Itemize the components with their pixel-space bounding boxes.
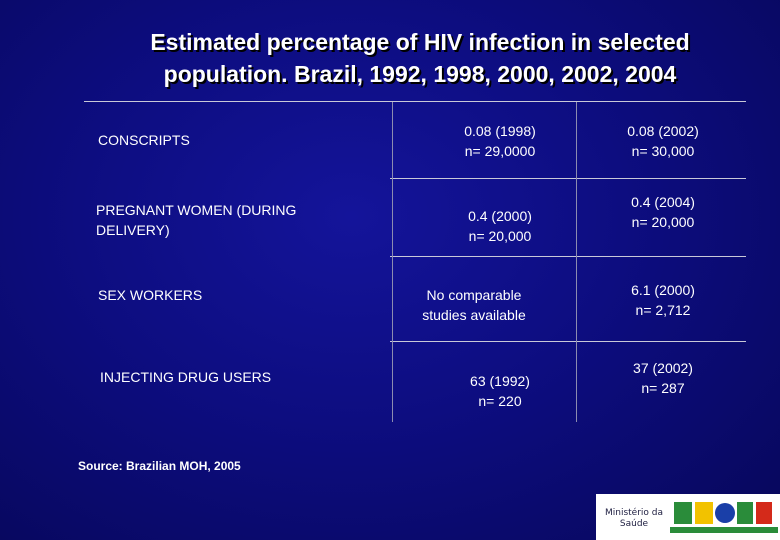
column-divider	[392, 102, 393, 422]
cell-idu-1: 63 (1992) n= 220	[430, 371, 570, 411]
cell-idu-2: 37 (2002) n= 287	[593, 358, 733, 398]
ministry-name-line: Saúde	[619, 519, 649, 529]
logo-tagline-bar	[670, 527, 778, 533]
row-divider	[390, 341, 746, 342]
row-label-line: DELIVERY)	[96, 222, 170, 238]
logo-letter-r	[695, 502, 713, 524]
cell-value: 0.08 (1998)	[464, 123, 536, 139]
cell-note: studies available	[422, 307, 526, 323]
cell-value: 63 (1992)	[470, 373, 530, 389]
ministry-name-line: Ministério da	[604, 508, 664, 518]
brasil-logo-icon	[674, 502, 772, 524]
cell-value: 0.4 (2000)	[468, 208, 532, 224]
title-line-2: population. Brazil, 1992, 1998, 2000, 20…	[163, 61, 677, 87]
cell-conscripts-2: 0.08 (2002) n= 30,000	[593, 121, 733, 161]
cell-n: n= 2,712	[635, 302, 691, 318]
row-label-injecting-drug-users: INJECTING DRUG USERS	[100, 369, 272, 385]
cell-conscripts-1: 0.08 (1998) n= 29,0000	[430, 121, 570, 161]
cell-value: No comparable	[426, 287, 522, 303]
cell-sex-workers-1: No comparable studies available	[404, 285, 544, 325]
row-divider	[390, 178, 746, 179]
logo-letter-s	[737, 502, 753, 524]
cell-n: n= 220	[478, 393, 522, 409]
row-label-sex-workers: SEX WORKERS	[98, 287, 203, 303]
cell-value: 37 (2002)	[633, 360, 693, 376]
cell-value: 6.1 (2000)	[631, 282, 695, 298]
cell-n: n= 20,000	[468, 228, 532, 244]
row-divider	[390, 256, 746, 257]
cell-sex-workers-2: 6.1 (2000) n= 2,712	[593, 280, 733, 320]
row-label-conscripts: CONSCRIPTS	[98, 132, 190, 148]
row-label-line: PREGNANT WOMEN (DURING	[96, 202, 297, 218]
cell-pregnant-2: 0.4 (2004) n= 20,000	[593, 192, 733, 232]
logo-letter-l	[756, 502, 772, 524]
cell-n: n= 29,0000	[464, 143, 536, 159]
cell-pregnant-1: 0.4 (2000) n= 20,000	[430, 206, 570, 246]
cell-value: 0.4 (2004)	[631, 194, 695, 210]
cell-value: 0.08 (2002)	[627, 123, 699, 139]
logo-letter-a	[715, 503, 735, 523]
ministry-name: Ministério da Saúde	[602, 508, 666, 530]
column-divider	[576, 102, 577, 422]
logo-letter-b	[674, 502, 692, 524]
cell-n: n= 20,000	[631, 214, 695, 230]
title-line-1: Estimated percentage of HIV infection in…	[150, 29, 690, 55]
cell-n: n= 287	[641, 380, 685, 396]
source-note: Source: Brazilian MOH, 2005	[78, 459, 241, 473]
row-label-pregnant-women: PREGNANT WOMEN (DURING DELIVERY)	[96, 200, 296, 240]
title-divider	[84, 101, 746, 102]
cell-n: n= 30,000	[631, 143, 695, 159]
slide-title: Estimated percentage of HIV infection in…	[60, 26, 780, 90]
